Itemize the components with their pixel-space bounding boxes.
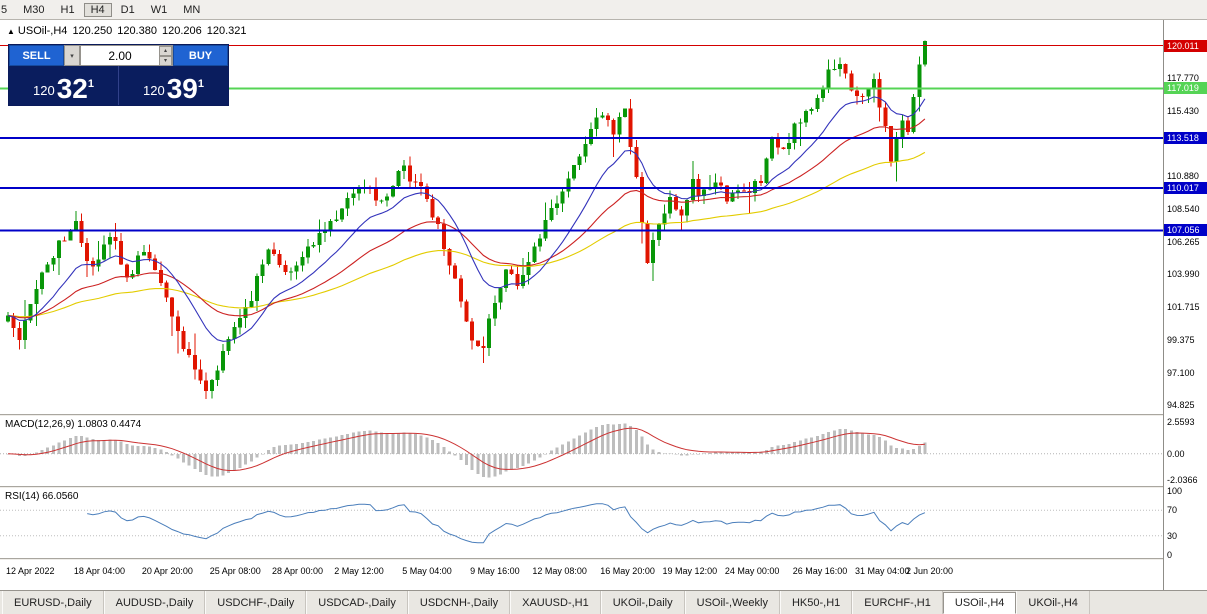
amount-input[interactable] xyxy=(81,46,172,65)
amount-decrease-button[interactable]: ▾ xyxy=(159,56,172,66)
buy-price-pips: 39 xyxy=(166,73,198,104)
one-click-toggle-icon[interactable]: ▲ xyxy=(7,27,15,36)
macd-axis-tick: 0.00 xyxy=(1167,448,1185,459)
time-axis-label: 20 Apr 20:00 xyxy=(141,566,193,576)
tab-ukoil-h4[interactable]: UKOil-,H4 xyxy=(1016,591,1090,614)
time-axis-label: 9 May 16:00 xyxy=(470,566,520,576)
price-axis-tick: 103.990 xyxy=(1167,269,1200,280)
tab-usoil-h4[interactable]: USOil-,H4 xyxy=(942,592,1017,614)
time-axis-label: 5 May 04:00 xyxy=(402,566,452,576)
rsi-axis-tick: 100 xyxy=(1167,486,1183,496)
time-axis-label: 2 May 12:00 xyxy=(334,566,384,576)
price-axis-tick: 101.715 xyxy=(1167,301,1200,312)
time-axis-label: 26 May 16:00 xyxy=(792,566,848,576)
tab-eurusd-daily[interactable]: EURUSD-,Daily xyxy=(2,591,104,614)
amount-field: ▴ ▾ xyxy=(80,45,173,66)
time-axis-label: 12 May 08:00 xyxy=(532,566,587,576)
buy-price-sup: 1 xyxy=(197,78,204,90)
sell-price-base: 120 xyxy=(33,83,55,98)
ohlc-low: 120.206 xyxy=(161,25,202,37)
price-axis-tick: 106.265 xyxy=(1167,236,1200,247)
price-level-badge: 107.056 xyxy=(1164,224,1207,237)
time-axis-label: 2 Jun 20:00 xyxy=(905,566,953,576)
macd-indicator-canvas[interactable] xyxy=(0,416,1163,486)
price-level-badge: 120.011 xyxy=(1164,39,1207,52)
ohlc-open: 120.250 xyxy=(72,25,113,37)
price-axis[interactable]: 117.770115.430113.513110.880108.540106.2… xyxy=(1163,20,1207,590)
sell-price[interactable]: 120 32 1 xyxy=(9,66,118,105)
tab-usdcnh-daily[interactable]: USDCNH-,Daily xyxy=(407,591,511,614)
buy-price-base: 120 xyxy=(143,83,165,98)
tab-audusd-daily[interactable]: AUDUSD-,Daily xyxy=(103,591,206,614)
macd-axis-tick: 2.5593 xyxy=(1167,416,1195,427)
time-axis[interactable]: 12 Apr 2022 18 Apr 04:00 20 Apr 20:00 25 Ap… xyxy=(0,560,1163,590)
tab-ukoil-daily[interactable]: UKOil-,Daily xyxy=(600,591,685,614)
chart-symbol-title: USOil-,H4 xyxy=(17,25,68,37)
time-axis-label: 16 May 20:00 xyxy=(600,566,655,576)
time-axis-label: 31 May 04:00 xyxy=(855,566,910,576)
time-axis-label: 12 Apr 2022 xyxy=(6,566,55,576)
time-axis-label: 24 May 00:00 xyxy=(724,566,780,576)
price-axis-tick: 110.880 xyxy=(1167,170,1199,181)
time-axis-label: 18 Apr 04:00 xyxy=(73,566,125,576)
tab-usdchf-daily[interactable]: USDCHF-,Daily xyxy=(205,591,307,614)
symbol-tabbar: EURUSD-,Daily AUDUSD-,Daily USDCHF-,Daily U… xyxy=(0,590,1207,614)
price-axis-tick: 108.540 xyxy=(1167,204,1200,215)
chevron-down-icon: ▾ xyxy=(70,52,74,60)
price-axis-tick: 99.375 xyxy=(1167,335,1195,346)
panel-separator[interactable] xyxy=(0,558,1207,560)
tab-hk50-h1[interactable]: HK50-,H1 xyxy=(779,591,853,614)
price-level-badge: 110.017 xyxy=(1164,182,1207,195)
timeframe-button-5[interactable]: 5 xyxy=(1,3,8,16)
timeframe-button-d1[interactable]: D1 xyxy=(120,3,135,16)
price-level-badge: 113.518 xyxy=(1164,132,1207,145)
time-axis-label: 28 Apr 00:00 xyxy=(272,566,324,576)
price-divider xyxy=(118,66,119,105)
time-axis-label: 19 May 12:00 xyxy=(662,566,718,576)
sell-button[interactable]: SELL xyxy=(9,45,64,66)
price-axis-tick: 97.100 xyxy=(1167,367,1195,378)
time-axis-label: 25 Apr 08:00 xyxy=(209,566,261,576)
macd-label: MACD(12,26,9) 1.0803 0.4474 xyxy=(5,419,142,430)
rsi-indicator-canvas[interactable] xyxy=(0,488,1163,558)
rsi-axis-tick: 30 xyxy=(1167,530,1178,541)
tab-eurchf-h1[interactable]: EURCHF-,H1 xyxy=(852,591,943,614)
tab-usdcad-daily[interactable]: USDCAD-,Daily xyxy=(306,591,408,614)
sell-price-sup: 1 xyxy=(87,78,94,90)
rsi-label: RSI(14) 66.0560 xyxy=(5,491,79,502)
ohlc-high: 120.380 xyxy=(117,25,157,37)
chart-area[interactable]: ▲ USOil-,H4 120.250 120.380 120.206 120.321 S… xyxy=(0,20,1207,590)
amount-dropdown-button[interactable]: ▾ xyxy=(64,45,80,66)
rsi-axis-tick: 0 xyxy=(1167,550,1173,560)
buy-button[interactable]: BUY xyxy=(173,45,228,66)
ohlc-close: 120.321 xyxy=(206,25,247,37)
timeframe-button-h1[interactable]: H1 xyxy=(60,3,75,16)
buy-price[interactable]: 120 39 1 xyxy=(119,66,228,105)
timeframe-button-m30[interactable]: M30 xyxy=(23,3,45,16)
panel-separator[interactable] xyxy=(0,486,1207,488)
timeframe-button-mn[interactable]: MN xyxy=(183,3,201,16)
chart-ohlc-readout: ▲ USOil-,H4 120.250 120.380 120.206 120.321 xyxy=(7,25,252,37)
price-chart-canvas[interactable] xyxy=(0,20,1163,414)
panel-separator[interactable] xyxy=(0,414,1207,416)
tab-usoil-weekly[interactable]: USOil-,Weekly xyxy=(684,591,780,614)
price-level-badge: 117.019 xyxy=(1164,82,1207,95)
sell-price-pips: 32 xyxy=(56,73,88,104)
timeframe-toolbar: 5 M30 H1 H4 D1 W1 MN xyxy=(0,0,1207,20)
timeframe-button-w1[interactable]: W1 xyxy=(150,3,168,16)
amount-increase-button[interactable]: ▴ xyxy=(159,46,172,56)
rsi-axis-tick: 70 xyxy=(1167,505,1178,516)
price-axis-tick: 117.770 xyxy=(1167,72,1199,83)
tab-xauusd-h1[interactable]: XAUUSD-,H1 xyxy=(510,591,601,614)
timeframe-button-h4[interactable]: H4 xyxy=(83,2,112,17)
price-axis-tick: 94.825 xyxy=(1167,400,1195,411)
price-axis-tick: 115.430 xyxy=(1167,105,1199,116)
macd-axis-tick: -2.0366 xyxy=(1167,474,1198,485)
